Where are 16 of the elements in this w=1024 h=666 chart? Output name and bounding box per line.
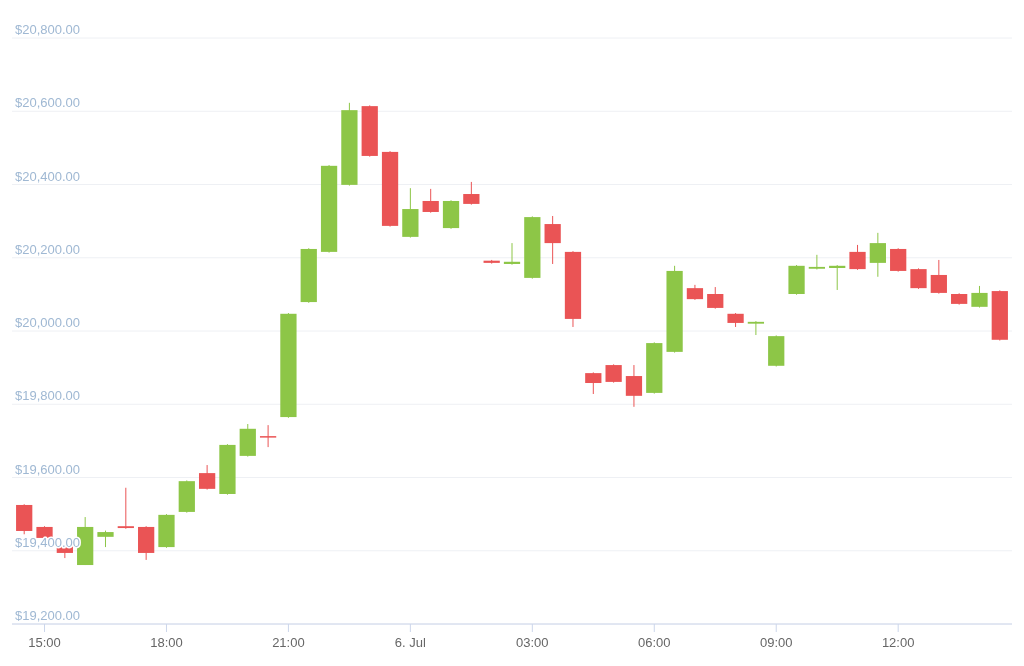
x-tick-label: 03:00 — [516, 635, 549, 650]
x-tick-label: 21:00 — [272, 635, 305, 650]
x-tick-label: 18:00 — [150, 635, 183, 650]
y-tick-label: $20,200.00 — [15, 241, 81, 257]
x-tick-label: 09:00 — [759, 635, 793, 650]
y-tick-label: $19,200.00 — [15, 608, 81, 623]
y-tick-label: $19,800.00 — [15, 388, 81, 404]
y-tick-label: $20,400.00 — [15, 168, 81, 184]
y-tick-label: $20,600.00 — [15, 95, 81, 111]
y-tick-label: $20,800.00 — [15, 22, 81, 37]
x-tick-label: 06:00 — [638, 635, 671, 650]
x-tick-label: 12:00 — [881, 635, 915, 650]
x-tick-label: 15:00 — [28, 635, 61, 650]
y-tick-label: $20,000.00 — [15, 315, 81, 330]
y-tick-label: $19,600.00 — [15, 461, 81, 477]
x-tick-label: 6. Jul — [394, 635, 427, 650]
